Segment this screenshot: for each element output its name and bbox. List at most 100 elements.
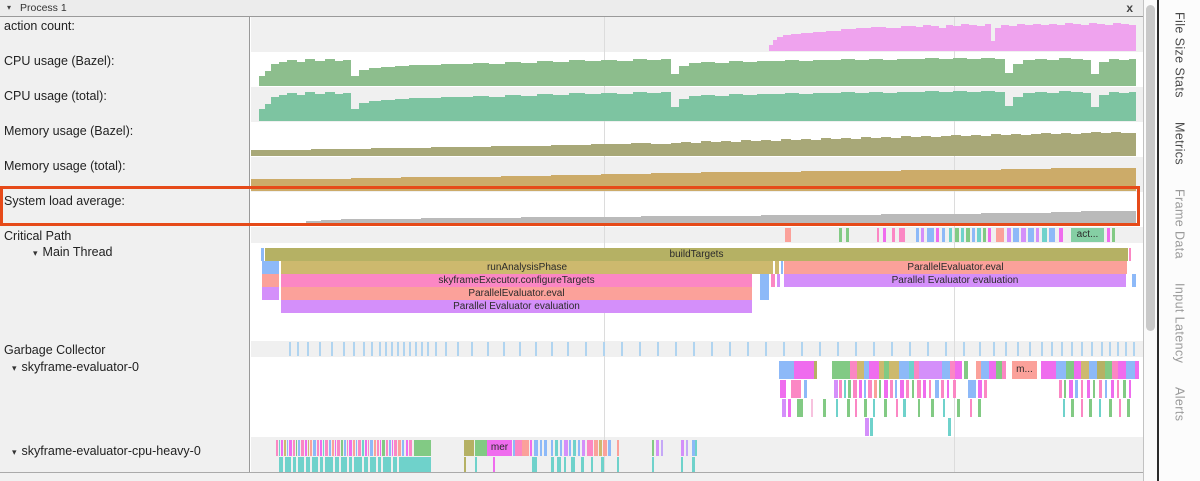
close-icon[interactable]: x: [1126, 1, 1133, 15]
cpu-heavy-slice[interactable]: [298, 440, 300, 456]
cpu-bazel-counter-chart[interactable]: [251, 52, 1143, 87]
cpu-heavy-slice[interactable]: [493, 457, 495, 472]
cpu-heavy-slice[interactable]: [544, 440, 547, 456]
main-thread-slice-labeled[interactable]: ParallelEvaluator.eval: [784, 261, 1127, 274]
gc-event-tick[interactable]: [711, 342, 713, 356]
skyframe-evaluator-0-slice[interactable]: [964, 361, 968, 379]
cpu-heavy-slice[interactable]: [594, 440, 598, 456]
skyframe-evaluator-0-slice[interactable]: [929, 380, 931, 398]
skyframe-evaluator-0-slice[interactable]: [836, 399, 838, 417]
skyframe-evaluator-0-slice[interactable]: [1081, 380, 1083, 398]
gc-event-tick[interactable]: [403, 342, 405, 356]
skyframe-evaluator-0-slice[interactable]: [868, 380, 872, 398]
skyframe-evaluator-0-slice[interactable]: [899, 361, 909, 379]
skyframe-evaluator-0-slice[interactable]: [844, 380, 846, 398]
critical-path-slice[interactable]: [1107, 228, 1110, 242]
critical-path-slice[interactable]: [988, 228, 991, 242]
cpu-heavy-slice[interactable]: [349, 457, 352, 472]
skyframe-evaluator-0-slice[interactable]: [981, 361, 989, 379]
cpu-heavy-slice[interactable]: [652, 440, 654, 456]
cpu-heavy-slice[interactable]: [344, 440, 346, 456]
cpu-heavy-slice[interactable]: [587, 440, 593, 456]
skyframe-evaluator-0-slice[interactable]: [943, 399, 945, 417]
skyframe-evaluator-0-slice[interactable]: [864, 399, 867, 417]
cpu-heavy-slice[interactable]: [686, 440, 688, 456]
skyframe-evaluator-0-slice[interactable]: [900, 380, 904, 398]
gc-event-tick[interactable]: [1125, 342, 1127, 356]
gc-event-tick[interactable]: [621, 342, 623, 356]
cpu-heavy-slice[interactable]: [399, 457, 431, 472]
gc-event-tick[interactable]: [297, 342, 299, 356]
cpu-heavy-slice[interactable]: [285, 457, 291, 472]
skyframe-evaluator-0-slice[interactable]: [879, 380, 881, 398]
vertical-scrollbar[interactable]: [1143, 0, 1157, 481]
cpu-heavy-slice[interactable]: [573, 440, 576, 456]
critical-path-slice[interactable]: [899, 228, 905, 242]
cpu-heavy-slice[interactable]: [564, 457, 566, 472]
skyframe-evaluator-0-slice[interactable]: [947, 380, 949, 398]
skyframe-evaluator-0-slice[interactable]: [864, 380, 866, 398]
cpu-heavy-slice[interactable]: [306, 457, 310, 472]
main-thread-slice[interactable]: [771, 274, 775, 287]
gc-event-tick[interactable]: [1017, 342, 1019, 356]
gc-event-tick[interactable]: [1117, 342, 1119, 356]
cpu-heavy-slice[interactable]: [522, 440, 529, 456]
tab-frame-data[interactable]: Frame Data: [1172, 188, 1187, 259]
skyframe-evaluator-0-slice[interactable]: [984, 380, 987, 398]
skyframe-evaluator-0-slice[interactable]: [1097, 361, 1105, 379]
cpu-heavy-slice[interactable]: [383, 457, 391, 472]
skyframe-evaluator-0-slice[interactable]: [788, 399, 791, 417]
skyframe-evaluator-0-slice[interactable]: [1059, 380, 1062, 398]
gc-event-tick[interactable]: [535, 342, 537, 356]
track-label-mem-total[interactable]: Memory usage (total):: [0, 159, 248, 173]
cpu-heavy-slice[interactable]: [571, 457, 575, 472]
skyframe-evaluator-0-slice[interactable]: [935, 380, 939, 398]
gc-event-tick[interactable]: [1061, 342, 1063, 356]
cpu-heavy-slice[interactable]: [279, 440, 280, 456]
sysload-counter-chart[interactable]: [251, 192, 1143, 227]
timeline-area[interactable]: act... buildTargets runAnalysisPhase Parall…: [251, 17, 1143, 472]
cpu-heavy-slice[interactable]: [335, 457, 339, 472]
cpu-heavy-slice[interactable]: [323, 440, 324, 456]
cpu-heavy-slice[interactable]: [617, 440, 619, 456]
skyframe-evaluator-0-slice[interactable]: [1064, 380, 1066, 398]
track-label-skyframe-0[interactable]: ▾ skyframe-evaluator-0: [0, 360, 248, 374]
skyframe-evaluator-0-slice[interactable]: [976, 361, 981, 379]
skyframe-evaluator-0-slice[interactable]: [1135, 361, 1139, 379]
tab-metrics[interactable]: Metrics: [1172, 121, 1187, 165]
critical-path-slice[interactable]: [785, 228, 791, 242]
skyframe-evaluator-0-slice[interactable]: [865, 418, 869, 436]
skyframe-evaluator-0-slice[interactable]: [968, 380, 976, 398]
cpu-heavy-slice[interactable]: [353, 440, 355, 456]
cpu-heavy-slice[interactable]: [661, 440, 663, 456]
skyframe-evaluator-0-slice[interactable]: [942, 361, 950, 379]
gc-event-tick[interactable]: [657, 342, 659, 356]
gc-event-tick[interactable]: [945, 342, 947, 356]
cpu-heavy-slice[interactable]: [335, 440, 336, 456]
cpu-heavy-slice[interactable]: [382, 440, 385, 456]
critical-path-slice[interactable]: [1036, 228, 1039, 242]
skyframe-evaluator-0-slice[interactable]: [848, 380, 851, 398]
main-thread-slice[interactable]: [262, 261, 279, 274]
skyframe-evaluator-0-slice[interactable]: [1075, 380, 1078, 398]
critical-path-slice[interactable]: [1059, 228, 1063, 242]
track-label-critical-path[interactable]: Critical Path: [0, 229, 248, 243]
skyframe-evaluator-0-slice[interactable]: [912, 380, 914, 398]
cpu-heavy-slice[interactable]: [308, 440, 309, 456]
gc-event-tick[interactable]: [445, 342, 447, 356]
gc-event-tick[interactable]: [371, 342, 373, 356]
skyframe-evaluator-0-slice[interactable]: [914, 361, 919, 379]
critical-path-slice[interactable]: [1042, 228, 1047, 242]
cpu-heavy-slice[interactable]: [532, 457, 537, 472]
collapse-triangle-icon[interactable]: ▾: [7, 3, 12, 12]
gc-event-tick[interactable]: [457, 342, 459, 356]
skyframe-evaluator-0-slice[interactable]: [869, 361, 879, 379]
main-thread-slice-labeled[interactable]: ParallelEvaluator.eval: [281, 287, 752, 300]
skyframe-evaluator-0-slice[interactable]: [853, 380, 857, 398]
main-thread-slice-labeled[interactable]: Parallel Evaluator evaluation: [281, 300, 752, 313]
cpu-heavy-slice[interactable]: [347, 440, 348, 456]
critical-path-slice[interactable]: [1013, 228, 1019, 242]
cpu-heavy-slice[interactable]: [370, 440, 373, 456]
gc-event-tick[interactable]: [397, 342, 399, 356]
gc-event-tick[interactable]: [471, 342, 473, 356]
